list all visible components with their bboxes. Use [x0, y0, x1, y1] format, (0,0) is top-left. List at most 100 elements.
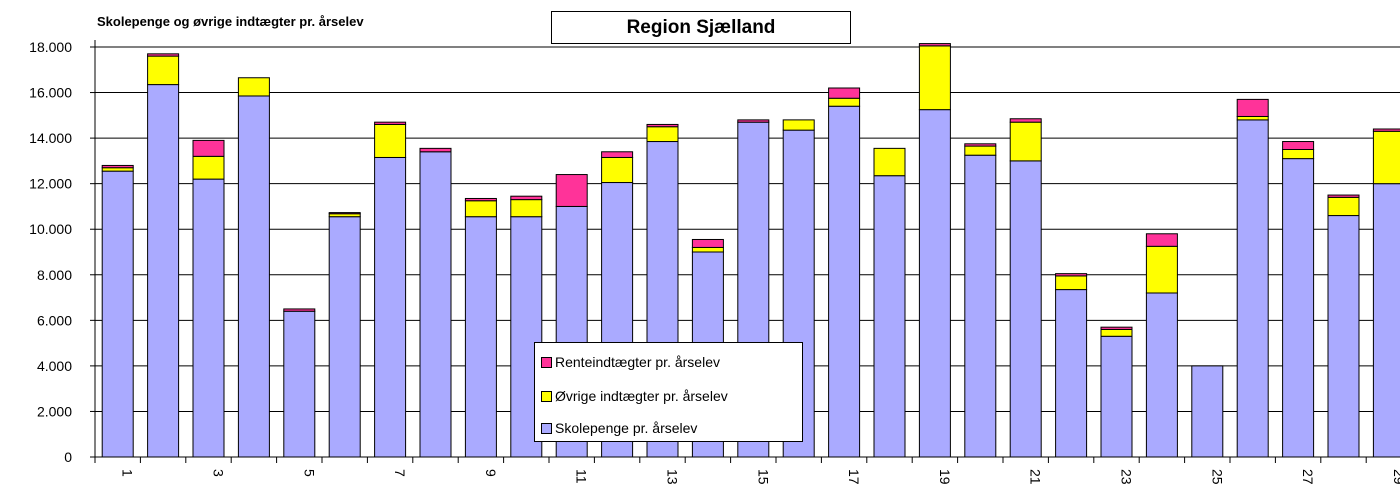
x-tick-label: 25 [1209, 469, 1225, 485]
bar-segment-skolepenge [1282, 158, 1315, 458]
bar-segment-ovrige [691, 246, 724, 253]
x-tick-label: 17 [846, 469, 862, 485]
bar-segment-rente [737, 119, 770, 123]
legend: Renteindtægter pr. årselev Øvrige indtæg… [534, 342, 803, 442]
x-tick-label: 19 [937, 469, 953, 485]
bar-segment-ovrige [1100, 328, 1133, 337]
x-tick-label: 27 [1300, 469, 1316, 485]
bar-segment-ovrige [601, 156, 634, 184]
bar-segment-skolepenge [1100, 335, 1133, 458]
chart-subtitle: Skolepenge og øvrige indtægter pr. årsel… [97, 14, 364, 29]
bar-segment-rente [1055, 273, 1088, 277]
bar-segment-rente [328, 212, 361, 215]
bar-segment-rente [1145, 233, 1178, 247]
bar-segment-rente [555, 174, 588, 207]
y-tick-label: 8.000 [37, 267, 72, 283]
legend-item-skolepenge: Skolepenge pr. årselev [541, 418, 697, 438]
legend-label-ovrige: Øvrige indtægter pr. årselev [555, 388, 728, 404]
bar-segment-ovrige [464, 200, 497, 218]
bar-segment-rente [1236, 98, 1269, 117]
y-tick-label: 2.000 [37, 403, 72, 419]
legend-item-ovrige: Øvrige indtægter pr. årselev [541, 386, 728, 406]
bar-segment-rente [283, 308, 316, 312]
bar-segment-rente [1100, 326, 1133, 330]
bar-segment-rente [464, 197, 497, 202]
y-tick-label: 4.000 [37, 358, 72, 374]
bar-segment-ovrige [828, 97, 861, 107]
bar-segment-skolepenge [1191, 365, 1224, 458]
bar-segment-ovrige [1372, 130, 1400, 185]
bar-segment-skolepenge [464, 216, 497, 458]
legend-swatch-skolepenge [541, 422, 552, 434]
bar-segment-skolepenge [918, 109, 951, 458]
bar-segment-skolepenge [964, 154, 997, 458]
x-tick-label: 15 [755, 469, 771, 485]
bar-segment-rente [918, 43, 951, 47]
y-tick-label: 12.000 [29, 176, 72, 192]
bar-segment-ovrige [237, 77, 270, 97]
bar-segment-skolepenge [237, 95, 270, 458]
legend-swatch-rente [541, 356, 552, 368]
x-tick-label: 29 [1391, 469, 1400, 485]
bar-segment-ovrige [1282, 149, 1315, 160]
bar-segment-ovrige [918, 45, 951, 111]
bar-segment-rente [1372, 128, 1400, 132]
bar-segment-rente [646, 123, 679, 128]
bar-segment-skolepenge [1145, 292, 1178, 458]
bar-segment-ovrige [964, 145, 997, 156]
x-tick-label: 3 [211, 469, 227, 477]
bar-segment-skolepenge [873, 175, 906, 458]
x-tick-label: 23 [1119, 469, 1135, 485]
bar-segment-skolepenge [419, 151, 452, 458]
legend-swatch-ovrige [541, 390, 552, 402]
bar-segment-ovrige [1009, 121, 1042, 162]
y-tick-label: 14.000 [29, 130, 72, 146]
bar-segment-skolepenge [1372, 183, 1400, 458]
bar-segment-rente [1282, 141, 1315, 150]
bar-segment-ovrige [147, 55, 180, 86]
bar-segment-skolepenge [192, 178, 225, 458]
bar-segment-skolepenge [147, 84, 180, 458]
x-tick-label: 7 [392, 469, 408, 477]
bar-segment-rente [1009, 118, 1042, 123]
bar-segment-skolepenge [1327, 215, 1360, 458]
bar-segment-skolepenge [1236, 119, 1269, 458]
y-tick-label: 6.000 [37, 312, 72, 328]
bar-segment-ovrige [192, 155, 225, 180]
bar-segment-rente [147, 53, 180, 57]
bar-segment-rente [419, 147, 452, 153]
bar-segment-skolepenge [1055, 289, 1088, 458]
x-tick-label: 5 [301, 469, 317, 477]
x-tick-label: 11 [574, 469, 590, 484]
bar-segment-rente [691, 238, 724, 248]
bar-segment-ovrige [101, 167, 134, 172]
bar-segment-ovrige [1236, 115, 1269, 121]
bar-segment-ovrige [873, 147, 906, 177]
axes [90, 40, 1400, 463]
bar-segment-ovrige [782, 119, 815, 131]
bar-segment-rente [101, 164, 134, 169]
bar-segment-rente [828, 87, 861, 99]
x-tick-labels: 1 3 5 7 9 11 13 15 17 19 21 23 25 27 29 [120, 469, 1400, 485]
y-tick-labels: 0 2.000 4.000 6.000 8.000 10.000 12.000 14.000 1… [29, 39, 72, 465]
y-tick-label: 0 [64, 449, 72, 465]
bar-segment-ovrige [1145, 245, 1178, 294]
bar-segment-ovrige [646, 126, 679, 143]
bar-segment-ovrige [1327, 196, 1360, 217]
bar-segment-skolepenge [1009, 160, 1042, 458]
chart-title: Region Sjælland [551, 11, 851, 44]
bar-segment-rente [601, 151, 634, 158]
x-tick-label: 9 [483, 469, 499, 477]
bar-segment-ovrige [1055, 275, 1088, 291]
bar-segment-skolepenge [101, 170, 134, 458]
bar-segment-rente [964, 143, 997, 147]
legend-label-rente: Renteindtægter pr. årselev [555, 354, 720, 370]
bar-segment-skolepenge [328, 216, 361, 458]
bar-segment-skolepenge [828, 105, 861, 458]
legend-item-rente: Renteindtægter pr. årselev [541, 352, 720, 372]
bar-segment-rente [192, 139, 225, 157]
x-tick-label: 13 [665, 469, 681, 485]
bar-segment-rente [374, 121, 407, 125]
bar-segment-rente [1327, 194, 1360, 198]
y-tick-label: 10.000 [29, 221, 72, 237]
